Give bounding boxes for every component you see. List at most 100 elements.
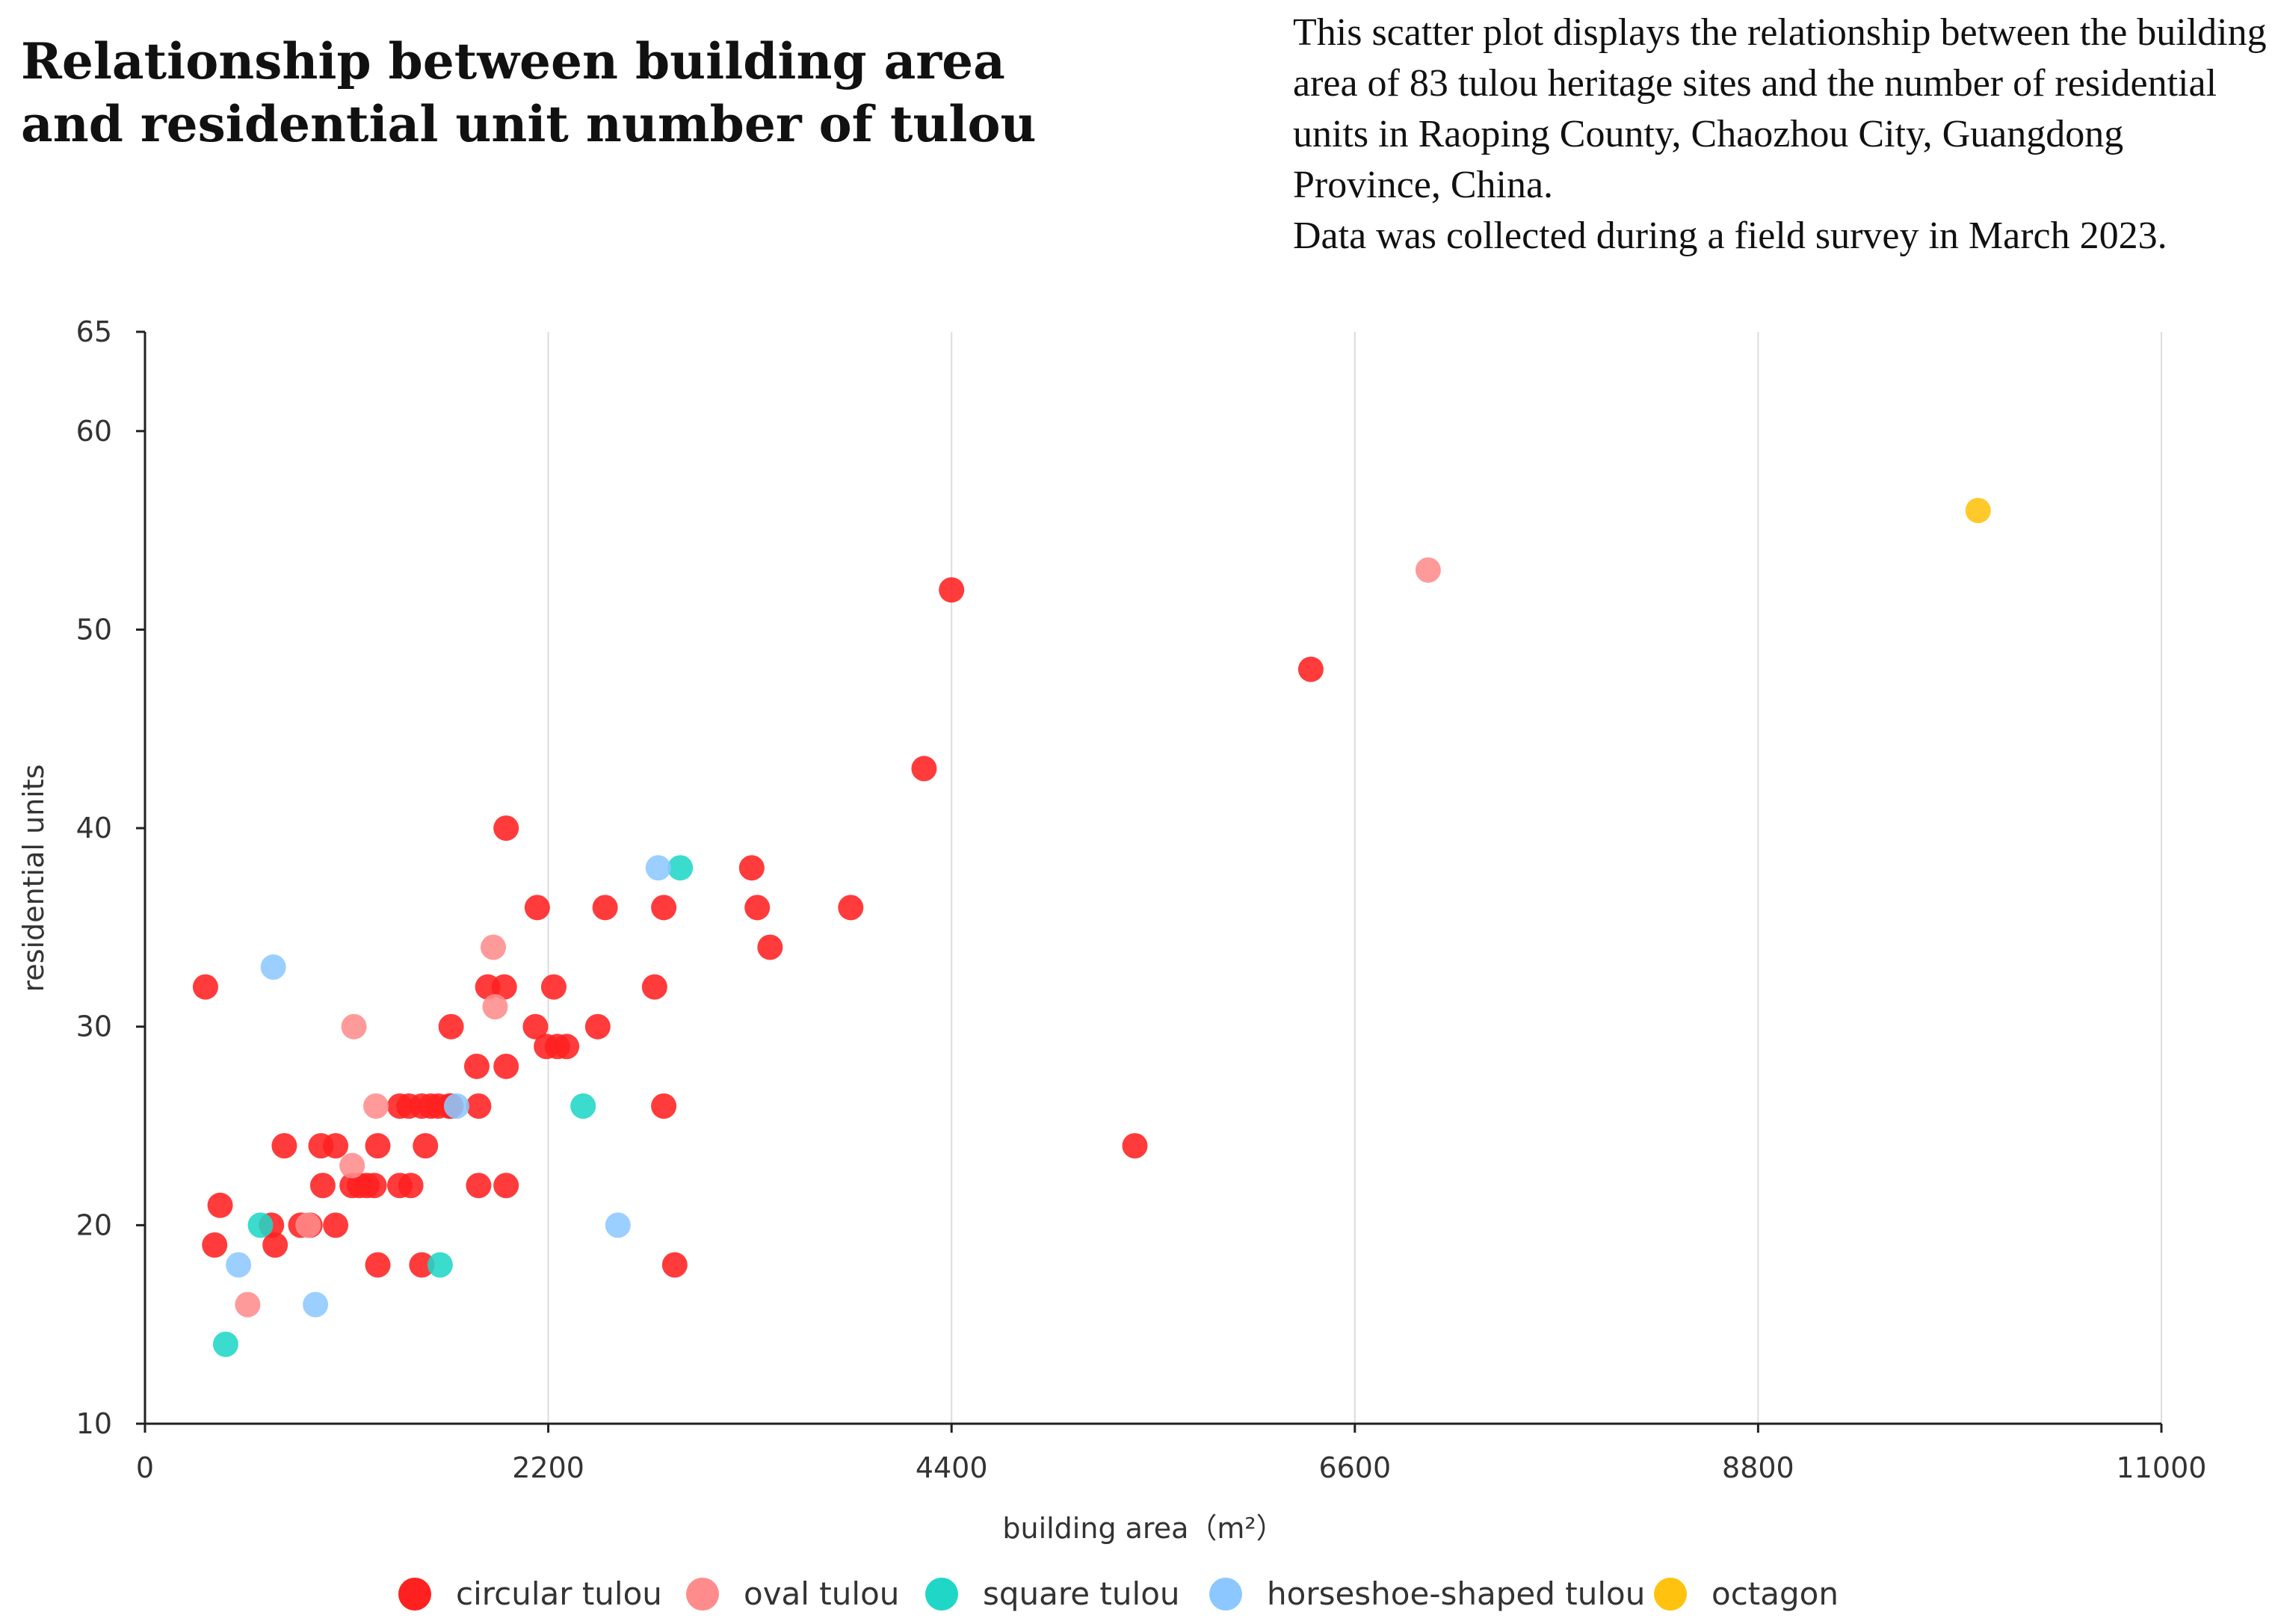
data-point (667, 855, 694, 881)
x-ticks: 0 2200 4400 6600 8800 11000 (136, 1424, 2207, 1484)
x-axis-label: building area（m²） (1002, 1512, 1284, 1545)
series-square-tulou (212, 855, 694, 1357)
data-point (1122, 1133, 1148, 1159)
data-point (491, 974, 517, 1000)
legend-label: horseshoe-shaped tulou (1267, 1575, 1645, 1612)
data-point (247, 1212, 274, 1238)
data-point (493, 815, 519, 842)
data-point (744, 895, 771, 921)
data-point (522, 1013, 549, 1040)
data-point (309, 1173, 336, 1199)
y-tick-label: 20 (76, 1208, 112, 1241)
data-point (226, 1252, 252, 1278)
y-tick-label: 50 (76, 613, 112, 646)
data-point (482, 994, 508, 1020)
legend-marker (686, 1578, 719, 1611)
data-point (651, 895, 677, 921)
chart-description: This scatter plot displays the relations… (1293, 7, 2272, 262)
legend: circular tulou oval tulou square tulou hors… (398, 1575, 1839, 1612)
data-point (271, 1133, 297, 1159)
y-tick-label: 10 (76, 1407, 112, 1440)
x-tick-label: 11000 (2117, 1451, 2207, 1484)
data-point (260, 954, 286, 981)
data-point (645, 855, 671, 881)
grid-lines (547, 332, 2162, 1424)
data-point (939, 577, 965, 603)
data-point (323, 1133, 349, 1159)
data-point (443, 1093, 469, 1119)
data-point (212, 1331, 238, 1357)
data-point (413, 1133, 439, 1159)
legend-label: octagon (1711, 1575, 1839, 1612)
data-point (605, 1212, 631, 1238)
data-point (398, 1173, 424, 1199)
y-tick-label: 30 (76, 1010, 112, 1043)
description-paragraph-1: This scatter plot displays the relations… (1293, 11, 2267, 206)
data-point (365, 1133, 391, 1159)
data-point (463, 1053, 490, 1079)
chart-title: Relationship between building area and r… (21, 32, 1037, 153)
x-tick-label: 2200 (512, 1451, 584, 1484)
data-point (466, 1093, 492, 1119)
data-point (554, 1034, 580, 1060)
data-point (466, 1173, 492, 1199)
series-horseshoe-shaped-tulou (226, 855, 671, 1318)
data-point (295, 1212, 321, 1238)
description-paragraph-2: Data was collected during a field survey… (1293, 214, 2167, 257)
data-point (570, 1093, 596, 1119)
data-point (202, 1232, 228, 1258)
data-point (1415, 557, 1441, 583)
data-point (911, 756, 937, 782)
series-oval-tulou (235, 557, 1441, 1318)
x-tick-label: 8800 (1722, 1451, 1794, 1484)
data-point (365, 1252, 391, 1278)
axes (143, 332, 2161, 1425)
data-point (592, 895, 618, 921)
legend-marker (1209, 1578, 1242, 1611)
data-point (524, 895, 550, 921)
x-tick-label: 0 (136, 1451, 154, 1484)
legend-label: circular tulou (456, 1575, 662, 1612)
data-point (341, 1013, 367, 1040)
data-point (1965, 498, 1991, 524)
data-point (438, 1013, 464, 1040)
legend-marker (398, 1578, 431, 1611)
data-point (838, 895, 864, 921)
data-points (192, 498, 1991, 1357)
data-point (661, 1252, 688, 1278)
data-point (427, 1252, 453, 1278)
y-tick-label: 40 (76, 812, 112, 845)
data-point (738, 855, 765, 881)
data-point (262, 1232, 288, 1258)
data-point (303, 1291, 329, 1318)
y-tick-label: 60 (76, 415, 112, 448)
legend-label: square tulou (983, 1575, 1180, 1612)
data-point (235, 1291, 261, 1318)
y-axis-label: residential units (17, 765, 50, 992)
y-tick-label: 65 (76, 315, 112, 348)
data-point (493, 1173, 519, 1199)
data-point (757, 934, 783, 960)
data-point (361, 1173, 387, 1199)
series-circular-tulou (192, 577, 1324, 1278)
data-point (363, 1093, 389, 1119)
data-point (323, 1212, 349, 1238)
legend-marker (1654, 1578, 1687, 1611)
data-point (584, 1013, 611, 1040)
data-point (192, 974, 218, 1000)
data-point (481, 934, 507, 960)
x-tick-label: 6600 (1318, 1451, 1391, 1484)
data-point (1297, 656, 1324, 682)
data-point (493, 1053, 519, 1079)
data-point (540, 974, 567, 1000)
data-point (409, 1252, 435, 1278)
series-octagon (1965, 498, 1991, 524)
data-point (651, 1093, 677, 1119)
data-point (339, 1152, 365, 1179)
legend-label: oval tulou (744, 1575, 899, 1612)
data-point (207, 1192, 233, 1218)
data-point (641, 974, 667, 1000)
legend-marker (925, 1578, 958, 1611)
y-ticks: 10 20 30 40 50 60 65 (76, 315, 145, 1440)
